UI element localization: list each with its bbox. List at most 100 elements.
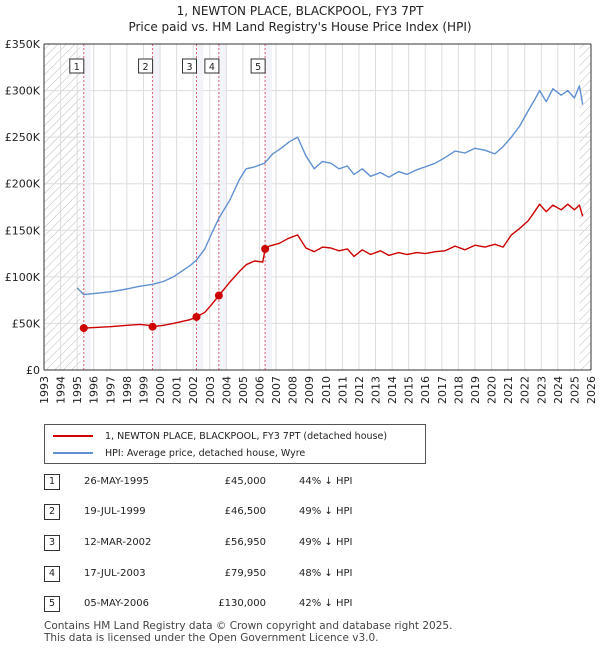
sale-date: 17-JUL-2003 bbox=[84, 568, 146, 579]
sale-point bbox=[192, 312, 201, 321]
x-tick-label: 2023 bbox=[535, 376, 548, 404]
hatched-region bbox=[579, 44, 591, 370]
x-tick-label: 2008 bbox=[287, 376, 300, 404]
sale-number-badge: 5 bbox=[44, 596, 60, 612]
x-tick-label: 1999 bbox=[137, 376, 150, 404]
x-tick-label: 2025 bbox=[568, 376, 581, 404]
table-row: 2 19-JUL-1999 £46,500 49% ↓ HPI bbox=[44, 504, 444, 524]
y-tick-label: £300K bbox=[5, 85, 41, 98]
legend-item-hpi: HPI: Average price, detached house, Wyre bbox=[53, 446, 305, 460]
x-tick-label: 2000 bbox=[154, 376, 167, 404]
legend-item-price: 1, NEWTON PLACE, BLACKPOOL, FY3 7PT (det… bbox=[53, 429, 387, 443]
y-tick-label: £350K bbox=[5, 38, 41, 51]
table-row: 3 12-MAR-2002 £56,950 49% ↓ HPI bbox=[44, 535, 444, 555]
sale-price: £130,000 bbox=[218, 598, 266, 609]
sale-point bbox=[148, 322, 157, 331]
legend-hpi-label: HPI: Average price, detached house, Wyre bbox=[105, 447, 306, 459]
x-tick-label: 1994 bbox=[55, 376, 68, 404]
sale-price: £79,950 bbox=[224, 568, 266, 579]
x-tick-label: 1998 bbox=[121, 376, 134, 404]
x-tick-label: 2002 bbox=[187, 376, 200, 404]
x-tick-label: 2003 bbox=[204, 376, 217, 404]
x-tick-label: 2011 bbox=[336, 376, 349, 404]
y-tick-label: £250K bbox=[5, 131, 41, 144]
x-tick-label: 2019 bbox=[469, 376, 482, 404]
sale-highlight-band bbox=[151, 44, 160, 370]
sale-price: £45,000 bbox=[224, 476, 266, 487]
price-series-line bbox=[83, 203, 584, 329]
sale-point bbox=[79, 324, 88, 333]
x-tick-label: 1993 bbox=[38, 376, 51, 404]
x-tick-label: 2021 bbox=[502, 376, 515, 404]
x-tick-label: 1997 bbox=[104, 376, 117, 404]
y-tick-label: £200K bbox=[5, 178, 41, 191]
price-chart: 1 2 3 4 5 £0 £50K £100K £150K £200K £250K £300K £35… bbox=[5, 38, 598, 404]
x-tick-label: 2026 bbox=[585, 376, 598, 404]
x-tick-label: 1995 bbox=[71, 376, 84, 404]
sale-marker-box bbox=[250, 58, 266, 74]
chart-legend: 1, NEWTON PLACE, BLACKPOOL, FY3 7PT (det… bbox=[44, 424, 426, 464]
sale-hpi-diff: 48% ↓ HPI bbox=[299, 568, 353, 579]
sale-marker-box bbox=[138, 58, 154, 74]
sale-marker-label: 3 bbox=[186, 62, 192, 73]
table-row: 4 17-JUL-2003 £79,950 48% ↓ HPI bbox=[44, 566, 444, 586]
chart-subtitle: Price paid vs. HM Land Registry's House … bbox=[128, 20, 472, 34]
sale-number-badge: 2 bbox=[44, 504, 60, 520]
x-tick-label: 2018 bbox=[452, 376, 465, 404]
y-tick-label: £0 bbox=[26, 364, 40, 377]
x-tick-label: 2020 bbox=[486, 376, 499, 404]
x-tick-label: 2001 bbox=[171, 376, 184, 404]
footer-license: This data is licensed under the Open Gov… bbox=[44, 632, 379, 644]
x-tick-label: 2012 bbox=[353, 376, 366, 404]
y-tick-label: £50K bbox=[12, 317, 41, 330]
sale-point bbox=[214, 291, 223, 300]
x-tick-label: 2017 bbox=[436, 376, 449, 404]
sale-date: 19-JUL-1999 bbox=[84, 506, 146, 517]
sale-highlight-band bbox=[217, 44, 226, 370]
table-row: 1 26-MAY-1995 £45,000 44% ↓ HPI bbox=[44, 474, 444, 494]
sale-hpi-diff: 49% ↓ HPI bbox=[299, 506, 353, 517]
y-tick-label: £100K bbox=[5, 271, 41, 284]
x-tick-label: 2005 bbox=[237, 376, 250, 404]
x-tick-label: 2009 bbox=[303, 376, 316, 404]
y-tick-label: £150K bbox=[5, 224, 41, 237]
sale-point bbox=[261, 244, 270, 253]
sale-marker-box bbox=[69, 58, 85, 74]
sale-marker-label: 5 bbox=[255, 62, 261, 73]
sale-price: £46,500 bbox=[224, 506, 266, 517]
sale-number-badge: 4 bbox=[44, 566, 60, 582]
footer-attribution: Contains HM Land Registry data © Crown c… bbox=[44, 620, 452, 644]
x-tick-label: 2006 bbox=[253, 376, 266, 404]
x-tick-label: 2015 bbox=[403, 376, 416, 404]
x-tick-label: 2022 bbox=[519, 376, 532, 404]
sale-date: 12-MAR-2002 bbox=[84, 537, 152, 548]
sale-marker-label: 1 bbox=[74, 62, 80, 73]
footer-copyright: Contains HM Land Registry data © Crown c… bbox=[44, 620, 453, 632]
hatched-region bbox=[44, 44, 81, 370]
x-tick-label: 2007 bbox=[270, 376, 283, 404]
sale-date: 05-MAY-2006 bbox=[84, 598, 150, 609]
x-tick-label: 2024 bbox=[552, 376, 565, 404]
x-tick-label: 2016 bbox=[419, 376, 432, 404]
chart-title-address: 1, NEWTON PLACE, BLACKPOOL, FY3 7PT bbox=[176, 4, 424, 18]
sale-highlight-band bbox=[82, 44, 91, 370]
legend-hpi-line bbox=[53, 452, 93, 454]
sale-highlight-band bbox=[195, 44, 204, 370]
hpi-series-line bbox=[76, 85, 584, 296]
x-tick-label: 2004 bbox=[220, 376, 233, 404]
x-tick-label: 2014 bbox=[386, 376, 399, 404]
sale-price: £56,950 bbox=[224, 537, 266, 548]
sale-date: 26-MAY-1995 bbox=[84, 476, 150, 487]
legend-price-line bbox=[53, 435, 93, 437]
sale-highlight-band bbox=[264, 44, 273, 370]
x-tick-label: 1996 bbox=[88, 376, 101, 404]
sale-number-badge: 1 bbox=[44, 474, 60, 490]
sale-hpi-diff: 42% ↓ HPI bbox=[299, 598, 353, 609]
x-tick-label: 2013 bbox=[370, 376, 383, 404]
sale-number-badge: 3 bbox=[44, 535, 60, 551]
sale-hpi-diff: 49% ↓ HPI bbox=[299, 537, 353, 548]
legend-price-label: 1, NEWTON PLACE, BLACKPOOL, FY3 7PT (det… bbox=[105, 430, 388, 442]
sale-marker-box bbox=[181, 58, 197, 74]
sale-marker-box bbox=[204, 58, 220, 74]
sale-hpi-diff: 44% ↓ HPI bbox=[299, 476, 353, 487]
